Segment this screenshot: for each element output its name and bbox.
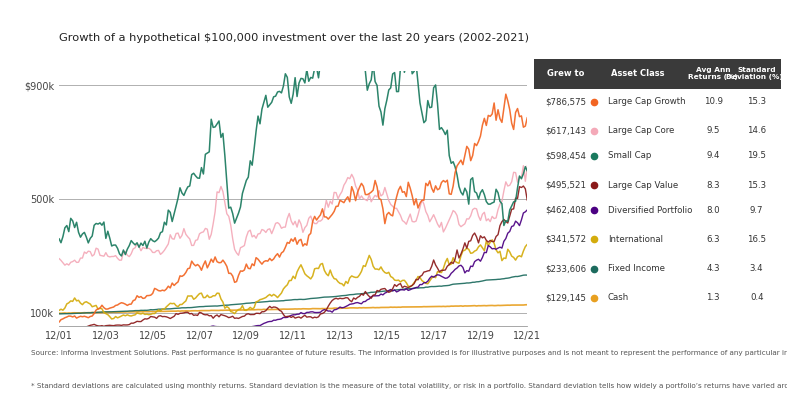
Text: 0.4: 0.4: [750, 293, 763, 302]
Text: Grew to: Grew to: [547, 69, 585, 78]
Text: 4.3: 4.3: [707, 264, 720, 273]
Text: Source: Informa Investment Solutions. Past performance is no guarantee of future: Source: Informa Investment Solutions. Pa…: [31, 350, 787, 356]
Text: Fixed Income: Fixed Income: [608, 264, 665, 273]
Text: 15.3: 15.3: [747, 97, 767, 106]
Text: * Standard deviations are calculated using monthly returns. Standard deviation i: * Standard deviations are calculated usi…: [31, 383, 787, 389]
Text: Avg Ann
Returns (%): Avg Ann Returns (%): [689, 67, 738, 80]
Text: Cash: Cash: [608, 293, 630, 302]
Text: 9.5: 9.5: [707, 126, 720, 135]
Text: 14.6: 14.6: [747, 126, 767, 135]
Text: $617,143: $617,143: [545, 126, 586, 135]
Text: International: International: [608, 235, 663, 244]
Text: 10.9: 10.9: [704, 97, 722, 106]
Text: Large Cap Growth: Large Cap Growth: [608, 97, 685, 106]
Text: $598,454: $598,454: [545, 151, 586, 160]
Text: 1.3: 1.3: [707, 293, 720, 302]
Text: Asset Class: Asset Class: [611, 69, 664, 78]
Text: $341,572: $341,572: [545, 235, 586, 244]
Text: Large Cap Core: Large Cap Core: [608, 126, 674, 135]
Text: 15.3: 15.3: [747, 181, 767, 190]
Text: Standard
Deviation (%)*: Standard Deviation (%)*: [726, 67, 787, 80]
Text: $786,575: $786,575: [545, 97, 586, 106]
Text: 9.7: 9.7: [750, 206, 763, 215]
Text: Small Cap: Small Cap: [608, 151, 652, 160]
Text: 6.3: 6.3: [707, 235, 720, 244]
Text: 16.5: 16.5: [747, 235, 767, 244]
Text: 8.3: 8.3: [707, 181, 720, 190]
Text: 3.4: 3.4: [750, 264, 763, 273]
Text: 9.4: 9.4: [707, 151, 720, 160]
Text: Large Cap Value: Large Cap Value: [608, 181, 678, 190]
FancyBboxPatch shape: [534, 59, 781, 89]
Text: $462,408: $462,408: [545, 206, 586, 215]
Text: $129,145: $129,145: [545, 293, 586, 302]
Text: 19.5: 19.5: [747, 151, 767, 160]
Text: $495,521: $495,521: [545, 181, 586, 190]
Text: Growth of a hypothetical $100,000 investment over the last 20 years (2002-2021): Growth of a hypothetical $100,000 invest…: [59, 32, 529, 43]
Text: $233,606: $233,606: [545, 264, 586, 273]
Text: 8.0: 8.0: [707, 206, 720, 215]
Text: Diversified Portfolio: Diversified Portfolio: [608, 206, 693, 215]
